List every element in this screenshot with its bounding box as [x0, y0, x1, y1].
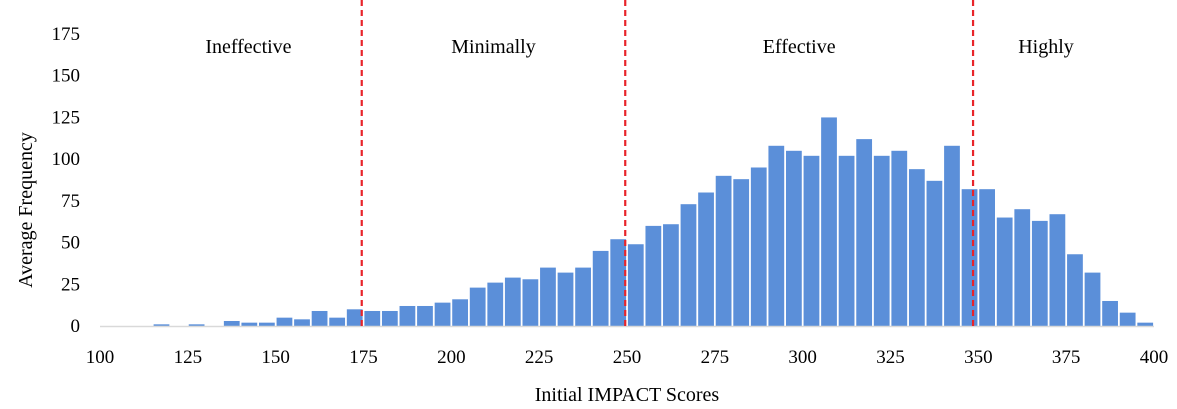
x-tick-label: 375: [1052, 347, 1081, 368]
bar: [1119, 312, 1136, 326]
bar: [1067, 254, 1083, 326]
bar: [821, 117, 837, 327]
x-axis-title: Initial IMPACT Scores: [535, 384, 720, 406]
x-tick-label: 325: [876, 347, 905, 368]
bar: [1014, 209, 1031, 326]
bar: [1031, 220, 1048, 326]
region-label: Highly: [1018, 36, 1074, 58]
bar: [908, 169, 925, 326]
bar: [786, 150, 802, 326]
y-tick-label: 0: [71, 316, 81, 337]
bar: [522, 279, 539, 326]
bar: [610, 239, 627, 326]
region-labels: Ineffective Minimally Effective Highly: [205, 36, 1073, 58]
bar: [715, 175, 732, 326]
threshold-lines: [360, 0, 975, 326]
bar: [891, 150, 908, 326]
x-tick-label: 275: [701, 347, 730, 368]
bar: [575, 267, 591, 326]
y-axis-title: Average Frequency: [15, 132, 37, 288]
x-tick-label: 125: [174, 347, 203, 368]
bar: [364, 310, 381, 326]
x-tick-label: 225: [525, 347, 554, 368]
bars-group: [153, 117, 1154, 327]
bar: [557, 272, 574, 326]
x-tick-label: 250: [613, 347, 642, 368]
bar: [504, 277, 521, 326]
bar: [241, 322, 258, 326]
bar: [627, 244, 644, 326]
bar: [680, 204, 697, 326]
y-tick-label: 100: [52, 149, 81, 170]
y-tick-label: 150: [52, 66, 81, 87]
x-tick-labels: 100 125 150 175 200 225 250 275 300 325 350 375 400: [86, 347, 1169, 368]
x-tick-label: 300: [788, 347, 817, 368]
bar: [1102, 300, 1118, 326]
bar: [417, 305, 433, 326]
x-tick-label: 200: [437, 347, 466, 368]
bar: [381, 310, 398, 326]
bar: [645, 225, 662, 326]
bar: [733, 179, 750, 326]
bar: [592, 250, 609, 326]
bar: [750, 167, 767, 326]
region-label: Ineffective: [205, 36, 291, 58]
bar: [487, 282, 504, 326]
x-tick-label: 350: [964, 347, 993, 368]
bar: [469, 287, 486, 326]
bar: [329, 317, 346, 326]
x-tick-label: 175: [349, 347, 378, 368]
bar: [768, 145, 785, 326]
bar: [979, 189, 995, 326]
bar: [311, 310, 328, 326]
x-tick-label: 150: [261, 347, 290, 368]
bar: [838, 155, 855, 326]
bar: [399, 305, 416, 326]
bar: [856, 139, 873, 326]
x-tick-label: 100: [86, 347, 115, 368]
bar: [1084, 272, 1101, 326]
bar: [259, 322, 275, 326]
bar: [873, 155, 890, 326]
y-tick-label: 25: [61, 274, 80, 295]
bar: [153, 324, 170, 326]
bar: [346, 309, 363, 326]
bar: [276, 317, 293, 326]
bar: [188, 324, 205, 326]
bar: [294, 319, 310, 326]
y-tick-label: 50: [61, 233, 80, 254]
bar: [540, 267, 556, 326]
y-tick-label: 125: [52, 107, 81, 128]
y-tick-label: 75: [61, 191, 80, 212]
region-label: Minimally: [451, 36, 535, 58]
bar: [926, 180, 943, 326]
bar: [803, 155, 820, 326]
bar: [452, 299, 468, 326]
y-tick-label: 175: [52, 24, 81, 45]
bar: [944, 145, 960, 326]
y-tick-labels: 0 25 50 75 100 125 150 175: [52, 24, 81, 337]
bar: [1137, 322, 1154, 326]
bar: [698, 192, 714, 326]
region-label: Effective: [763, 36, 836, 58]
bar: [223, 320, 240, 326]
bar: [996, 217, 1013, 326]
bar: [663, 224, 679, 326]
bar: [434, 302, 451, 326]
bar: [961, 189, 978, 326]
x-tick-label: 400: [1140, 347, 1169, 368]
bar: [1049, 214, 1066, 326]
